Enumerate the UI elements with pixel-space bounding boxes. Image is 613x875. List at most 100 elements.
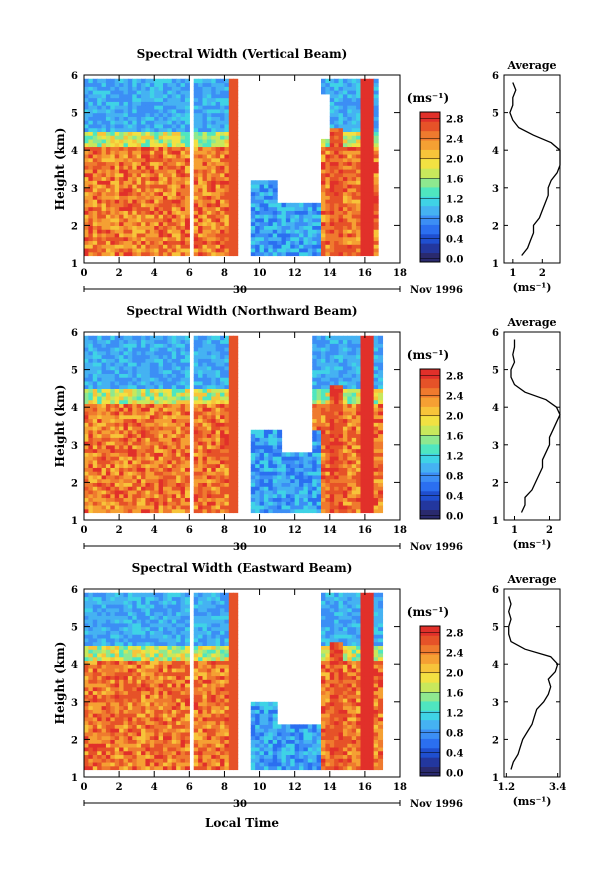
heatmap-cell [228,90,234,95]
heatmap-cell [84,504,89,510]
heatmap-cell [321,388,326,393]
heatmap-cell [88,247,94,253]
heatmap-cell [171,176,177,181]
heatmap-cell [281,463,287,468]
heatmap-cell [145,244,151,249]
heatmap-cell [215,403,221,408]
heatmap-cell [259,206,265,211]
heatmap-cell [119,247,125,253]
heatmap-cell [255,217,261,223]
heatmap-cell [114,90,120,95]
heatmap-cell [206,180,212,185]
heatmap-cell [228,497,234,502]
heatmap-cell [101,358,107,363]
heatmap-cell [154,153,160,159]
x-tick-label: 10 [253,268,267,279]
heatmap-cell [119,399,125,405]
heatmap-cell [176,135,182,140]
heatmap-cell [88,422,94,427]
heatmap-cell [215,244,221,249]
heatmap-cell [369,112,375,117]
heatmap-cell [88,392,94,397]
heatmap-cell [171,414,177,420]
heatmap-cell [303,463,309,468]
heatmap-cell [233,142,239,148]
heatmap-cell [171,354,177,359]
heatmap-cell [92,97,98,102]
heatmap-cell [351,206,357,211]
heatmap-cell [84,180,89,185]
heatmap-cell [334,97,340,102]
heatmap-cell [101,199,107,204]
heatmap-cell [277,206,283,211]
heatmap-cell [110,90,116,95]
heatmap-cell [342,343,348,348]
heatmap-cell [268,452,274,457]
heatmap-cell [123,93,129,99]
heatmap-cell [119,437,125,442]
heatmap-cell [351,172,357,178]
heatmap-cell [285,504,291,510]
heatmap-cell [171,180,177,185]
heatmap-cell [321,414,326,420]
heatmap-cell [141,486,147,491]
heatmap-cell [92,377,98,382]
heatmap-cell [206,380,212,386]
heatmap-cell [198,142,204,148]
heatmap-cell [163,369,168,374]
heatmap-cell [220,463,226,468]
heatmap-cell [347,86,353,91]
day-label: 30 [233,285,247,296]
heatmap-cell [364,142,370,148]
heatmap-cell [338,172,344,178]
heatmap-cell [233,180,239,185]
heatmap-cell [184,236,190,242]
heatmap-cell [342,504,348,510]
heatmap-cell [184,176,190,181]
heatmap-cell [206,452,212,457]
heatmap-cell [347,395,353,401]
heatmap-cell [211,221,217,226]
heatmap-cell [215,486,221,491]
heatmap-cell [338,354,344,359]
heatmap-cell [373,251,379,257]
heatmap-cell [136,78,142,84]
heatmap-cell [215,150,221,155]
heatmap-cell [202,138,208,144]
heatmap-cell [329,478,335,483]
heatmap-cell [373,78,379,84]
heatmap-cell [338,78,344,84]
heatmap-cell [171,93,177,99]
heatmap-cell [351,407,357,412]
heatmap-cell [198,150,204,155]
heatmap-cell [364,247,370,253]
heatmap-cell [329,120,335,125]
heatmap-cell [211,169,217,174]
heatmap-cell [149,127,155,132]
heatmap-cell [154,452,160,457]
heatmap-cell [97,191,103,196]
heatmap-cell [92,101,98,106]
heatmap-cell [176,358,182,363]
profile-frame [503,74,561,264]
heatmap-cell [360,146,366,151]
heatmap-cell [356,380,362,386]
heatmap-cell [356,225,362,230]
heatmap-cell [211,335,217,341]
heatmap-cell [228,184,234,189]
heatmap-cell [132,131,138,136]
heatmap-cell [334,116,340,121]
heatmap-cell [211,217,217,223]
heatmap-cell [163,456,168,461]
heatmap-cell [334,161,340,166]
heatmap-cell [198,97,204,102]
heatmap-cell [294,452,300,457]
heatmap-cell [338,384,344,389]
heatmap-cell [136,169,142,174]
heatmap-cell [114,225,120,230]
heatmap-cell [101,217,107,223]
heatmap-cell [255,463,261,468]
heatmap-cell [202,358,208,363]
heatmap-cell [321,161,326,166]
heatmap-cell [136,354,142,359]
